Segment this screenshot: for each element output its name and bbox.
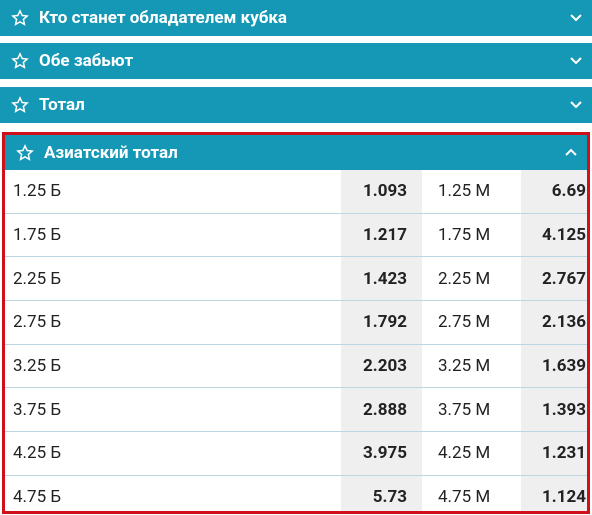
star-icon[interactable]: [11, 96, 29, 114]
chevron: [570, 14, 582, 22]
section-title: Обе забьют: [39, 51, 134, 71]
odds-table: 1.25 Б 1.093 1.25 М 6.69 1.75 Б 1.217 1.75 М 4.…: [5, 170, 587, 511]
under-odds[interactable]: 1.231: [521, 432, 587, 475]
over-label: 4.75 Б: [13, 487, 62, 508]
over-label: 1.25 Б: [13, 181, 62, 202]
section-title: Тотал: [39, 95, 85, 115]
section-header[interactable]: Тотал: [0, 87, 592, 123]
section-title: Азиатский тотал: [44, 142, 178, 163]
under-odds[interactable]: 1.393: [521, 388, 587, 432]
over-odds[interactable]: 1.423: [341, 257, 422, 301]
over-odds[interactable]: 1.217: [341, 213, 422, 257]
under-odds[interactable]: 4.125: [521, 213, 587, 257]
under-label: 1.25 М: [438, 181, 491, 202]
under-label: 2.75 М: [438, 312, 491, 333]
section-header[interactable]: Азиатский тотал: [5, 135, 587, 170]
under-label: 3.75 М: [438, 399, 491, 420]
odds-row: 4.75 Б 5.73 4.75 М 1.124: [5, 475, 587, 511]
chevron: [565, 148, 577, 156]
over-label: 2.75 Б: [13, 312, 62, 333]
under-label: 3.25 М: [438, 356, 491, 377]
star-icon[interactable]: [11, 52, 29, 70]
odds-row: 1.75 Б 1.217 1.75 М 4.125: [5, 213, 587, 258]
odds-row: 2.75 Б 1.792 2.75 М 2.136: [5, 301, 587, 345]
over-odds[interactable]: 1.093: [341, 170, 422, 213]
under-odds[interactable]: 2.136: [521, 301, 587, 344]
over-label: 4.25 Б: [13, 443, 62, 464]
section-header[interactable]: Обе забьют: [0, 43, 592, 79]
over-odds[interactable]: 3.975: [341, 432, 422, 475]
under-odds[interactable]: 2.767: [521, 257, 587, 301]
over-label: 1.75 Б: [13, 225, 62, 246]
over-odds[interactable]: 5.73: [341, 475, 422, 511]
under-odds[interactable]: 6.69: [521, 170, 587, 213]
under-label: 1.75 М: [438, 225, 491, 246]
under-odds[interactable]: 1.124: [521, 475, 587, 511]
chevron: [570, 101, 582, 109]
over-label: 3.75 Б: [13, 399, 62, 420]
asian-total-panel: Азиатский тотал 1.25 Б 1.093 1.25 М 6.69 1.7…: [2, 132, 590, 514]
section-title: Кто станет обладателем кубка: [39, 8, 288, 28]
odds-row: 4.25 Б 3.975 4.25 М 1.231: [5, 432, 587, 476]
under-label: 2.25 М: [438, 268, 491, 289]
under-label: 4.25 М: [438, 443, 491, 464]
over-label: 3.25 Б: [13, 356, 62, 377]
odds-row: 1.25 Б 1.093 1.25 М 6.69: [5, 170, 587, 214]
odds-row: 2.25 Б 1.423 2.25 М 2.767: [5, 257, 587, 302]
section-header[interactable]: Кто станет обладателем кубка: [0, 0, 592, 36]
over-odds[interactable]: 1.792: [341, 301, 422, 344]
under-label: 4.75 М: [438, 487, 491, 508]
star-icon[interactable]: [16, 143, 34, 162]
over-odds[interactable]: 2.888: [341, 388, 422, 432]
over-odds[interactable]: 2.203: [341, 344, 422, 388]
odds-row: 3.25 Б 2.203 3.25 М 1.639: [5, 344, 587, 389]
star-icon[interactable]: [11, 9, 29, 27]
under-odds[interactable]: 1.639: [521, 344, 587, 388]
odds-row: 3.75 Б 2.888 3.75 М 1.393: [5, 388, 587, 433]
over-label: 2.25 Б: [13, 268, 62, 289]
chevron: [570, 57, 582, 65]
